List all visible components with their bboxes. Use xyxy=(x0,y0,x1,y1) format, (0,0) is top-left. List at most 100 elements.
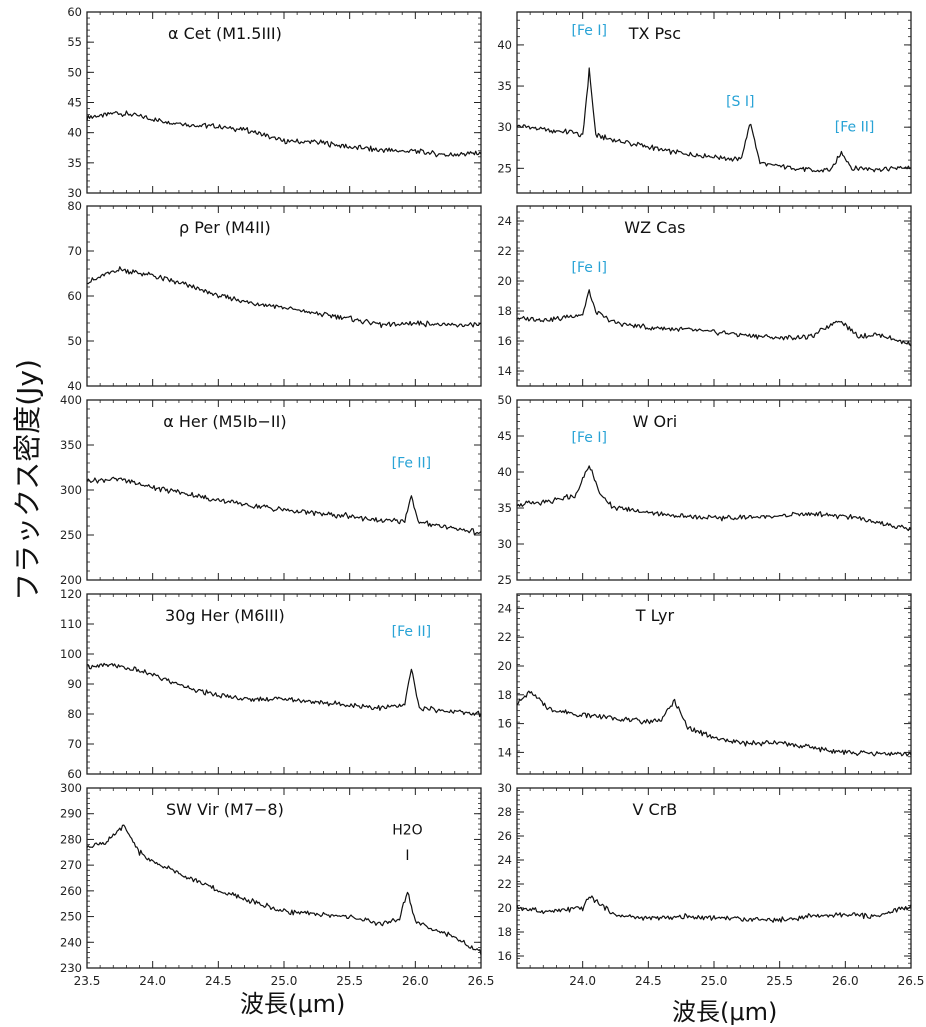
y-tick-label: 230 xyxy=(60,961,82,975)
line-annotation: [Fe II] xyxy=(835,119,875,135)
y-tick-label: 50 xyxy=(67,65,82,79)
y-tick-label: 90 xyxy=(67,677,82,691)
y-tick-label: 25 xyxy=(497,161,512,175)
y-tick-label: 400 xyxy=(60,393,82,407)
spectrum-line xyxy=(86,662,482,718)
panel-frame xyxy=(516,399,912,581)
y-tick-label: 30 xyxy=(497,537,512,551)
y-tick-label: 40 xyxy=(497,38,512,52)
y-tick-label: 40 xyxy=(67,379,82,393)
y-tick-label: 45 xyxy=(67,96,82,110)
panel-title: TX Psc xyxy=(628,24,681,43)
line-annotation: H2O xyxy=(392,822,422,838)
y-tick-label: 60 xyxy=(67,5,82,19)
y-tick-label: 270 xyxy=(60,858,82,872)
panel-frame xyxy=(86,205,482,387)
x-tick-label: 26.5 xyxy=(468,974,495,988)
x-tick-label: 26.5 xyxy=(898,974,925,988)
x-tick-label: 26.0 xyxy=(832,974,859,988)
line-annotation: [Fe I] xyxy=(572,23,607,39)
y-tick-label: 16 xyxy=(497,717,512,731)
y-tick-label: 35 xyxy=(67,156,82,170)
y-tick-label: 240 xyxy=(60,935,82,949)
y-tick-label: 22 xyxy=(497,877,512,891)
x-tick-label: 25.0 xyxy=(271,974,298,988)
x-tick-label: 24.5 xyxy=(635,974,662,988)
y-tick-label: 20 xyxy=(497,659,512,673)
x-tick-label: 24.5 xyxy=(205,974,232,988)
line-annotation: [Fe II] xyxy=(392,624,432,640)
panel-frame xyxy=(86,787,482,969)
y-tick-label: 45 xyxy=(497,429,512,443)
spectrum-line xyxy=(86,824,482,955)
y-tick-label: 20 xyxy=(497,901,512,915)
y-tick-label: 14 xyxy=(497,364,512,378)
y-tick-label: 120 xyxy=(60,587,82,601)
y-tick-label: 25 xyxy=(497,573,512,587)
y-tick-label: 290 xyxy=(60,807,82,821)
x-tick-label: 25.0 xyxy=(701,974,728,988)
spectrum-line xyxy=(516,289,912,347)
y-tick-label: 22 xyxy=(497,630,512,644)
panel-title: 30g Her (M6III) xyxy=(165,606,285,625)
y-tick-label: 250 xyxy=(60,910,82,924)
spectrum-line xyxy=(86,476,482,536)
y-tick-label: 26 xyxy=(497,829,512,843)
panel-frame xyxy=(86,11,482,194)
line-annotation: [Fe II] xyxy=(392,456,432,472)
y-tick-label: 60 xyxy=(67,767,82,781)
y-tick-label: 28 xyxy=(497,805,512,819)
y-tick-label: 22 xyxy=(497,244,512,258)
y-tick-label: 30 xyxy=(67,186,82,200)
x-axis-label-right: 波長(μm) xyxy=(672,998,778,1026)
y-tick-label: 30 xyxy=(497,781,512,795)
y-tick-label: 50 xyxy=(497,393,512,407)
y-tick-label: 16 xyxy=(497,334,512,348)
spectrum-line xyxy=(86,110,482,158)
panel-title: W Ori xyxy=(633,412,678,431)
y-tick-label: 35 xyxy=(497,79,512,93)
line-annotation: [Fe I] xyxy=(572,430,607,446)
y-tick-label: 50 xyxy=(67,334,82,348)
y-tick-label: 55 xyxy=(67,35,82,49)
spectrum-line xyxy=(516,465,912,532)
y-tick-label: 260 xyxy=(60,884,82,898)
y-tick-label: 20 xyxy=(497,274,512,288)
x-tick-label: 25.5 xyxy=(336,974,363,988)
y-tick-label: 280 xyxy=(60,832,82,846)
y-tick-label: 300 xyxy=(60,483,82,497)
spectrum-line xyxy=(516,895,912,923)
y-tick-label: 70 xyxy=(67,737,82,751)
panel-frame xyxy=(516,11,912,194)
y-tick-label: 18 xyxy=(497,688,512,702)
panel-title: WZ Cas xyxy=(624,218,685,237)
spectrum-line xyxy=(516,690,912,757)
y-tick-label: 18 xyxy=(497,925,512,939)
spectrum-line xyxy=(516,67,912,173)
y-tick-label: 35 xyxy=(497,501,512,515)
y-tick-label: 18 xyxy=(497,304,512,318)
y-tick-label: 100 xyxy=(60,647,82,661)
line-annotation: I xyxy=(405,848,409,864)
y-tick-label: 110 xyxy=(60,617,82,631)
panel-frame xyxy=(516,205,912,387)
y-tick-label: 24 xyxy=(497,214,512,228)
spectrum-line xyxy=(86,266,482,329)
panel-title: V CrB xyxy=(633,800,678,819)
y-tick-label: 80 xyxy=(67,707,82,721)
y-tick-label: 14 xyxy=(497,745,512,759)
line-annotation: [S I] xyxy=(726,94,754,110)
x-tick-label: 23.5 xyxy=(74,974,101,988)
y-tick-label: 40 xyxy=(67,126,82,140)
panel-title: α Cet (M1.5III) xyxy=(168,24,282,43)
panel-frame xyxy=(516,787,912,969)
y-tick-label: 80 xyxy=(67,199,82,213)
y-tick-label: 60 xyxy=(67,289,82,303)
y-tick-label: 16 xyxy=(497,949,512,963)
x-tick-label: 24.0 xyxy=(569,974,596,988)
x-tick-label: 25.5 xyxy=(766,974,793,988)
panel-title: SW Vir (M7−8) xyxy=(166,800,284,819)
x-tick-label: 24.0 xyxy=(139,974,166,988)
